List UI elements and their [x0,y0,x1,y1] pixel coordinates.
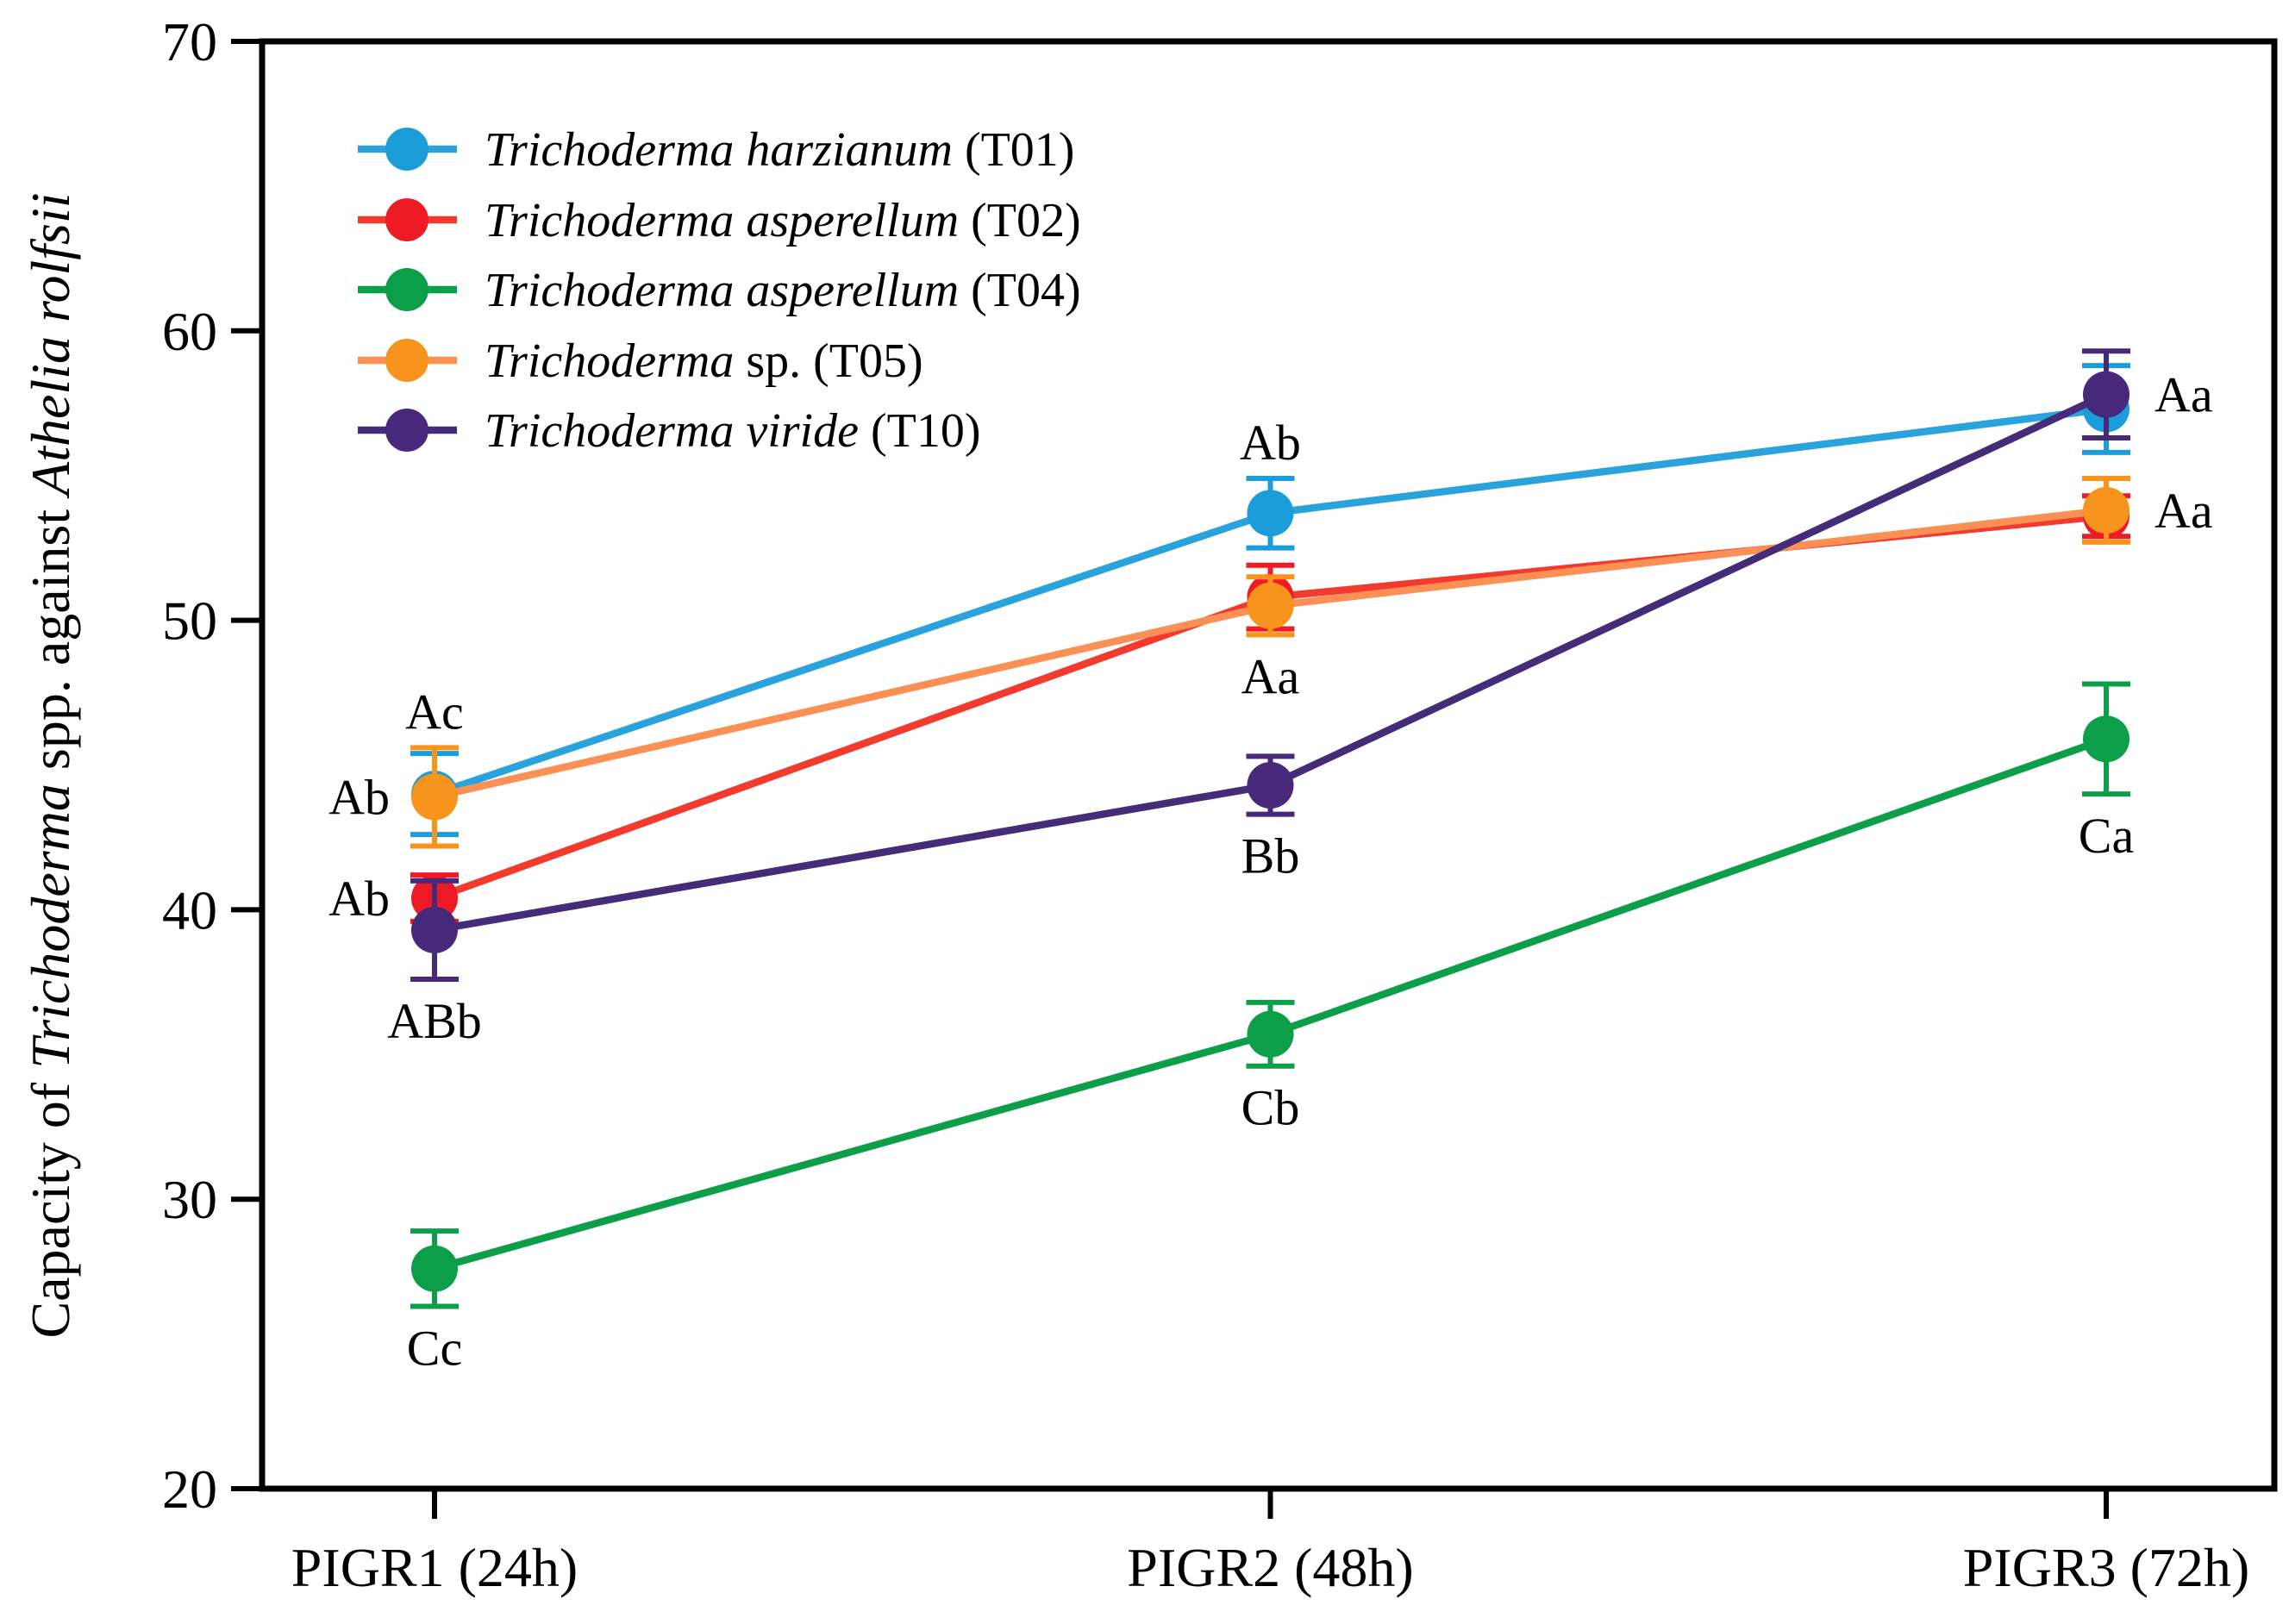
annotation-label: Ab [328,871,390,927]
data-point-T04 [1247,1010,1294,1058]
legend-item-T02: Trichoderma asperellum (T02) [358,194,1081,247]
data-point-T05 [2083,486,2130,534]
series-T05 [410,476,2130,849]
annotation-label: Aa [2155,483,2213,539]
y-tick-label: 50 [162,590,217,652]
y-tick-label: 30 [162,1169,217,1230]
annotation-label: Ca [2079,808,2134,864]
x-category-label: PIGR3 (72h) [1963,1537,2249,1598]
annotation-label: Ac [405,684,464,740]
legend-marker [385,198,428,241]
y-tick-label: 60 [162,301,217,362]
legend-marker [385,339,428,382]
annotation-label: Ab [1240,415,1301,471]
data-point-T05 [1247,582,1294,629]
y-tick-label: 40 [162,879,217,940]
legend-label: Trichoderma asperellum (T02) [485,194,1081,247]
data-point-T01 [1247,490,1294,537]
legend: Trichoderma harzianum (T01) Trichoderma a… [358,123,1081,458]
series-T04 [410,681,2130,1309]
series-T10 [410,348,2130,982]
annotation-label: Bb [1241,828,1300,884]
x-axis: PIGR1 (24h) PIGR2 (48h) PIGR3 (72h) [291,1489,2249,1598]
y-tick-label: 20 [162,1458,217,1520]
x-category-label: PIGR1 (24h) [291,1537,578,1598]
annotation-label: Cc [407,1320,462,1376]
legend-marker [385,128,428,171]
data-point-T04 [411,1245,458,1292]
y-tick-label: 70 [162,11,217,72]
legend-item-T05: Trichoderma sp. (T05) [358,334,923,388]
annotation-label: Aa [2155,367,2213,423]
annotations: Ac Ab Ab ABb Cc Ab Aa Bb Cb Aa Aa Ca [328,367,2213,1377]
legend-item-T04: Trichoderma asperellum (T04) [358,264,1081,317]
annotation-label: Ab [328,769,390,825]
data-point-T10 [411,906,458,953]
annotation-label: Cb [1241,1080,1300,1136]
legend-label: Trichoderma asperellum (T04) [485,264,1081,317]
x-category-label: PIGR2 (48h) [1127,1537,1413,1598]
data-point-T04 [2083,715,2130,763]
data-point-T10 [1247,762,1294,809]
annotation-label: ABb [387,993,482,1049]
data-point-T10 [2083,371,2130,418]
annotation-label: Aa [1241,648,1300,704]
data-point-T05 [411,773,458,821]
legend-marker [385,268,428,311]
legend-item-T01: Trichoderma harzianum (T01) [358,123,1074,177]
y-axis-title: Capacity of Trichoderma spp. against Ath… [20,192,81,1338]
legend-label: Trichoderma viride (T10) [485,404,981,458]
legend-label: Trichoderma harzianum (T01) [485,123,1074,177]
legend-marker [385,409,428,452]
y-axis: 70 60 50 40 30 20 [162,11,262,1520]
legend-item-T10: Trichoderma viride (T10) [358,404,981,458]
legend-label: Trichoderma sp. (T05) [485,334,923,388]
